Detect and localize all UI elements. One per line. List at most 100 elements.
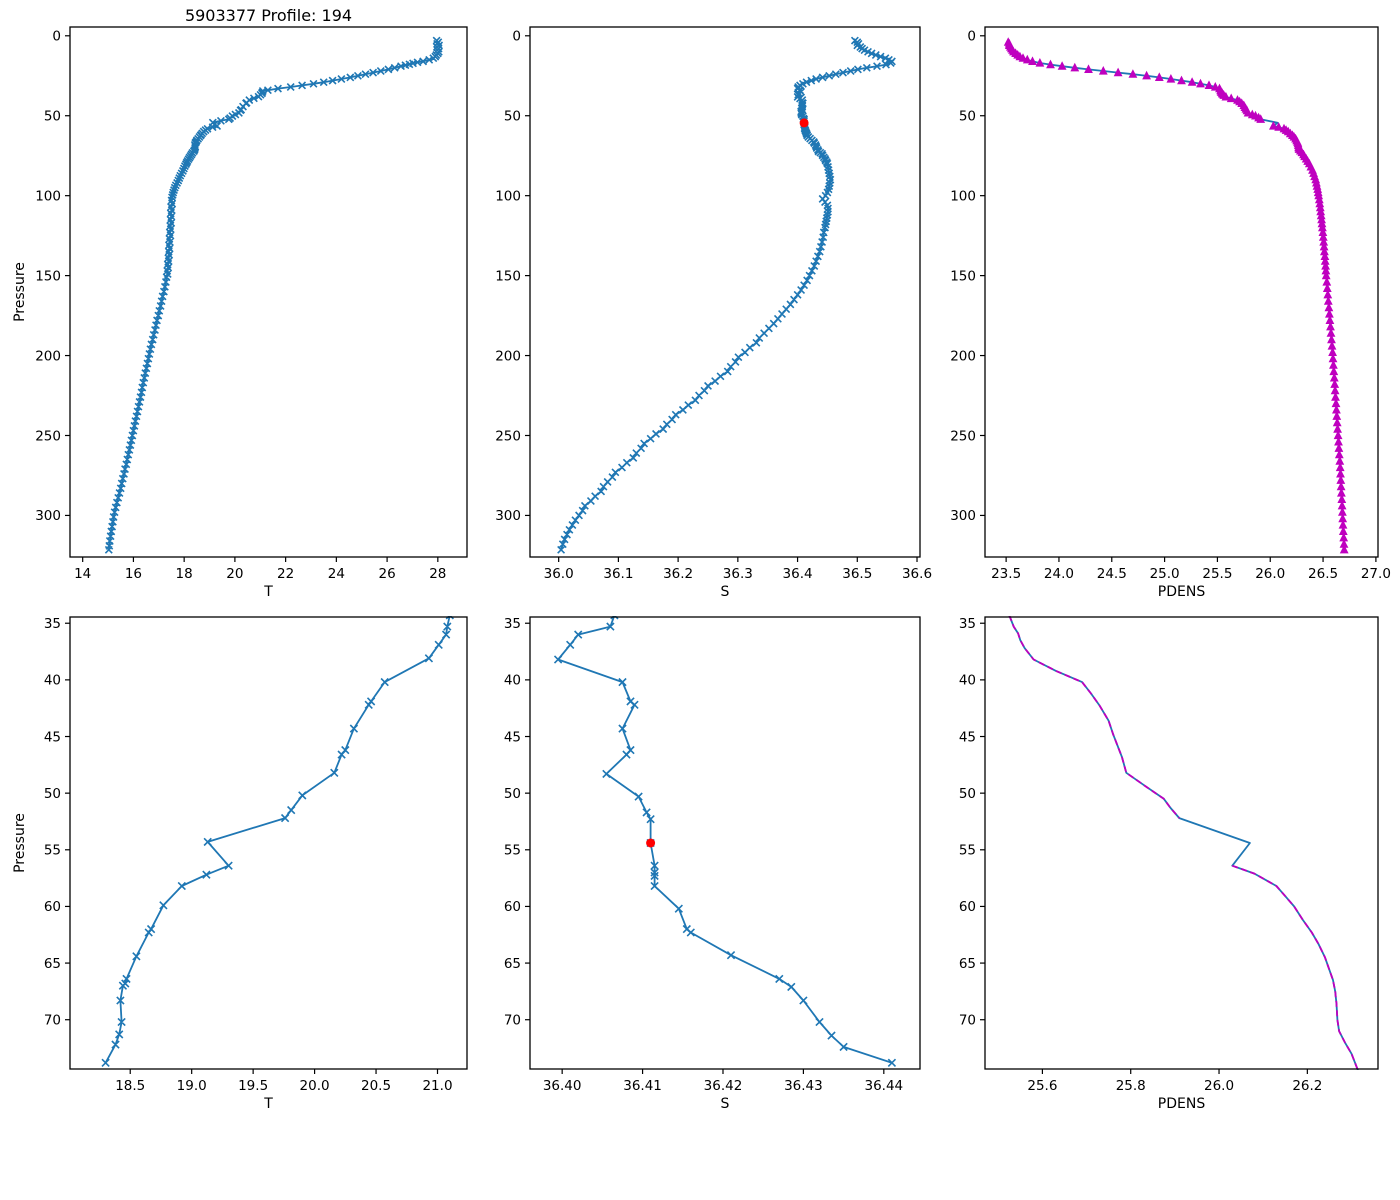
salinity-profile-markers <box>557 36 896 554</box>
svg-text:28: 28 <box>429 566 446 582</box>
svg-text:18.5: 18.5 <box>115 1078 145 1094</box>
svg-text:50: 50 <box>504 786 521 802</box>
xlabel-s-top: S <box>720 584 730 600</box>
svg-text:26.5: 26.5 <box>1308 566 1338 582</box>
svg-text:36.4: 36.4 <box>783 566 813 582</box>
svg-text:0: 0 <box>512 29 521 45</box>
svg-text:65: 65 <box>959 956 976 972</box>
svg-text:150: 150 <box>495 268 521 284</box>
svg-text:65: 65 <box>504 956 521 972</box>
ylabel-pressure-top: Pressure <box>12 262 28 322</box>
x-ticks: 36.0 36.1 36.2 36.3 36.4 36.5 36.6 <box>544 557 932 582</box>
temperature-profile-line <box>107 39 440 550</box>
temperature-zoom-markers <box>101 616 454 1067</box>
svg-text:35: 35 <box>44 616 61 632</box>
svg-text:50: 50 <box>959 786 976 802</box>
subplot-t-full: 14 16 18 20 22 24 26 28 0 50 100 150 200 250 300 <box>35 26 468 582</box>
y-ticks: 0 50 100 150 200 250 300 <box>950 29 985 524</box>
svg-text:26.0: 26.0 <box>1204 1078 1234 1094</box>
svg-text:45: 45 <box>504 729 521 745</box>
svg-text:100: 100 <box>950 188 976 204</box>
svg-text:36.2: 36.2 <box>663 566 693 582</box>
svg-text:45: 45 <box>44 729 61 745</box>
svg-text:250: 250 <box>950 428 976 444</box>
svg-text:20: 20 <box>226 566 243 582</box>
svg-text:60: 60 <box>504 899 521 915</box>
svg-text:0: 0 <box>967 29 976 45</box>
svg-text:20.5: 20.5 <box>361 1078 391 1094</box>
xlabel-t-top: T <box>264 584 273 600</box>
svg-text:0: 0 <box>52 29 61 45</box>
svg-text:25.6: 25.6 <box>1027 1078 1057 1094</box>
svg-text:36.44: 36.44 <box>864 1078 903 1094</box>
x-ticks: 14 16 18 20 22 24 26 28 <box>74 557 446 582</box>
svg-text:150: 150 <box>35 268 61 284</box>
axes-border <box>69 616 468 1070</box>
x-ticks: 18.5 19.0 19.5 20.0 20.5 21.0 <box>115 1069 453 1094</box>
svg-text:70: 70 <box>44 1013 61 1029</box>
pdens-zoom-qc-dashed-line <box>1231 864 1359 1070</box>
svg-text:100: 100 <box>495 188 521 204</box>
svg-text:36.40: 36.40 <box>543 1078 582 1094</box>
pdens-qc-markers-markers <box>1003 37 1349 554</box>
svg-text:40: 40 <box>504 673 521 689</box>
svg-text:22: 22 <box>277 566 294 582</box>
svg-text:19.5: 19.5 <box>238 1078 268 1094</box>
svg-text:24.5: 24.5 <box>1097 566 1127 582</box>
svg-text:50: 50 <box>504 109 521 125</box>
svg-text:26.2: 26.2 <box>1292 1078 1322 1094</box>
subplot-pdens-zoom: 25.6 25.8 26.0 26.2 35 40 45 50 55 60 65 70 <box>959 616 1379 1094</box>
x-ticks: 25.6 25.8 26.0 26.2 <box>1027 1069 1322 1094</box>
pdens-zoom-line-line <box>1008 616 1359 1070</box>
svg-text:26.0: 26.0 <box>1255 566 1285 582</box>
axes-border <box>984 26 1379 558</box>
salinity-zoom-markers <box>553 616 897 1067</box>
series-layer <box>1008 616 1359 1070</box>
salinity-zoom-line <box>557 616 893 1064</box>
svg-text:70: 70 <box>959 1013 976 1029</box>
xlabel-t-bottom: T <box>264 1096 273 1112</box>
svg-text:36.0: 36.0 <box>544 566 574 582</box>
svg-text:45: 45 <box>959 729 976 745</box>
xlabel-pdens-bottom: PDENS <box>1157 1096 1206 1112</box>
svg-text:55: 55 <box>504 843 521 859</box>
svg-text:25.5: 25.5 <box>1202 566 1232 582</box>
temperature-profile-markers <box>104 36 444 554</box>
subplot-s-zoom: 36.40 36.41 36.42 36.43 36.44 35 40 45 50 55 60 65 7… <box>504 616 921 1094</box>
y-ticks: 0 50 100 150 200 250 300 <box>35 29 70 524</box>
subplot-t-zoom: 18.5 19.0 19.5 20.0 20.5 21.0 35 40 45 50 55 60 65 70 <box>44 616 468 1094</box>
axes-border <box>529 616 921 1070</box>
svg-text:36.43: 36.43 <box>784 1078 823 1094</box>
temperature-zoom-line <box>104 616 451 1064</box>
salinity-flagged-point-markers <box>799 118 809 128</box>
svg-text:50: 50 <box>959 109 976 125</box>
svg-text:65: 65 <box>44 956 61 972</box>
svg-text:40: 40 <box>44 673 61 689</box>
subplot-pdens-full: 23.5 24.0 24.5 25.0 25.5 26.0 26.5 27.0 0 50 100 15… <box>950 26 1391 582</box>
svg-text:24.0: 24.0 <box>1044 566 1074 582</box>
svg-text:24: 24 <box>328 566 345 582</box>
svg-text:18: 18 <box>176 566 193 582</box>
axes-border <box>984 616 1379 1070</box>
svg-text:23.5: 23.5 <box>991 566 1021 582</box>
y-ticks: 35 40 45 50 55 60 65 70 <box>44 616 70 1029</box>
series-layer <box>104 36 444 554</box>
svg-text:36.41: 36.41 <box>623 1078 662 1094</box>
svg-text:250: 250 <box>495 428 521 444</box>
pdens-profile-line-line <box>1007 41 1346 550</box>
svg-text:19.0: 19.0 <box>177 1078 207 1094</box>
svg-text:150: 150 <box>950 268 976 284</box>
ylabel-pressure-bottom: Pressure <box>12 813 28 873</box>
svg-text:55: 55 <box>959 843 976 859</box>
svg-text:50: 50 <box>44 786 61 802</box>
svg-text:20.0: 20.0 <box>300 1078 330 1094</box>
svg-text:26: 26 <box>378 566 395 582</box>
series-layer <box>101 616 454 1067</box>
series-layer <box>557 36 896 554</box>
svg-text:70: 70 <box>504 1013 521 1029</box>
svg-text:36.3: 36.3 <box>723 566 753 582</box>
svg-text:36.1: 36.1 <box>603 566 633 582</box>
svg-text:25.8: 25.8 <box>1116 1078 1146 1094</box>
svg-text:300: 300 <box>495 508 521 524</box>
